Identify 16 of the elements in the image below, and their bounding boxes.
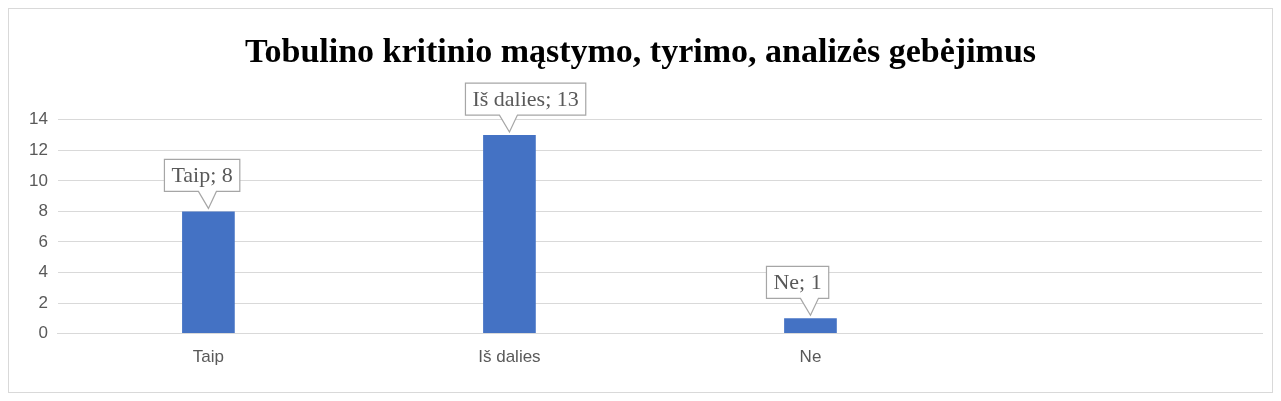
y-tick-label: 0 [38,323,48,343]
chart-title: Tobulino kritinio mąstymo, tyrimo, analizės gebėjimus [244,32,1037,70]
bar [784,318,837,334]
y-tick-label: 14 [28,109,48,129]
data-label: Iš dalies; 13 [472,85,579,111]
y-tick-label: 4 [38,262,48,282]
y-tick-label: 10 [28,170,48,190]
data-label: Ne; 1 [773,269,822,295]
y-tick-label: 8 [38,201,48,221]
y-tick-label: 2 [38,292,48,312]
x-tick-label: Iš dalies [478,347,541,367]
data-label: Taip; 8 [171,162,233,188]
y-tick-label: 6 [38,231,48,251]
y-tick-label: 12 [28,140,48,160]
x-tick-label: Taip [192,347,225,367]
x-tick-label: Ne [799,347,822,367]
